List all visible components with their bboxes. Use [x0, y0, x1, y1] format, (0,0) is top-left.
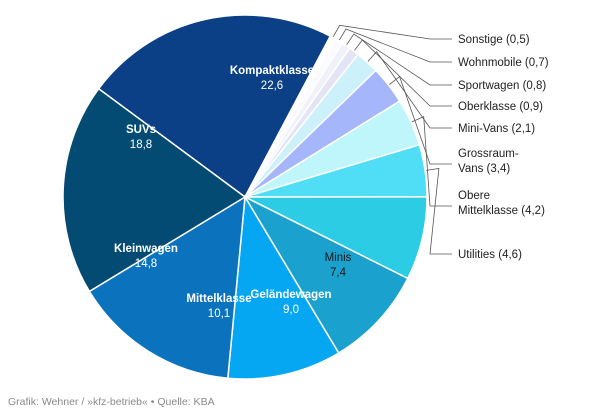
slice-label-grossraum-vans-line-1: Grossraum-	[458, 148, 519, 160]
slice-label-wohnmobile: Wohnmobile (0,7)	[458, 57, 549, 69]
slice-kleinwagen	[88, 195, 246, 380]
leader-mini-vans	[367, 51, 452, 129]
slice-value-minis: 7,4	[330, 267, 347, 279]
slice-value-suvs: 18,8	[130, 139, 152, 151]
slice-label-mini-vans: Mini-Vans (2,1)	[458, 123, 535, 135]
slice-label-suvs: SUVs	[126, 124, 156, 136]
slice-label-obere-mittelklasse-line-2: Mittelklasse (4,2)	[458, 205, 545, 217]
source-note: Grafik: Wehner / »kfz-betrieb« • Quelle:…	[8, 396, 215, 408]
slice-value-gelaendewagen: 9,0	[283, 304, 299, 316]
leader-sportwagen	[346, 33, 452, 86]
pie-slices	[62, 14, 428, 380]
slice-label-sonstige: Sonstige (0,5)	[458, 34, 530, 46]
slice-mittelklasse	[226, 194, 340, 380]
slice-value-kleinwagen: 14,8	[135, 258, 157, 270]
slice-label-grossraum-vans-line-2: Vans (3,4)	[458, 163, 510, 175]
slice-value-kompaktklasse: 22,6	[261, 80, 283, 92]
slice-label-mittelklasse: Mittelklasse	[186, 293, 251, 305]
slice-value-mittelklasse: 10,1	[208, 308, 230, 320]
slice-label-kompaktklasse: Kompaktklasse	[230, 65, 314, 77]
leader-oberklasse	[354, 39, 452, 107]
slice-label-kleinwagen: Kleinwagen	[114, 243, 178, 255]
slice-label-obere-mittelklasse-line-1: Obere	[458, 190, 490, 202]
leader-obere-mittelklasse	[411, 116, 452, 207]
slice-label-utilities: Utilities (4,6)	[458, 249, 522, 261]
slice-suvs	[62, 87, 247, 293]
slice-label-oberklasse: Oberklasse (0,9)	[458, 101, 543, 113]
slice-labels: Kompaktklasse 22,6 Sonstige (0,5) Wohnmobil…	[114, 34, 549, 320]
slice-kompaktklasse	[97, 14, 332, 199]
slice-label-gelaendewagen: Geländewagen	[250, 289, 331, 301]
leader-lines	[332, 24, 452, 255]
leader-sonstige	[332, 24, 452, 40]
leader-utilities	[426, 168, 452, 255]
slice-gelaendewagen	[243, 195, 409, 355]
slice-label-sportwagen: Sportwagen (0,8)	[458, 80, 546, 92]
leader-wohnmobile	[338, 28, 452, 63]
slice-label-minis: Minis	[325, 252, 352, 264]
